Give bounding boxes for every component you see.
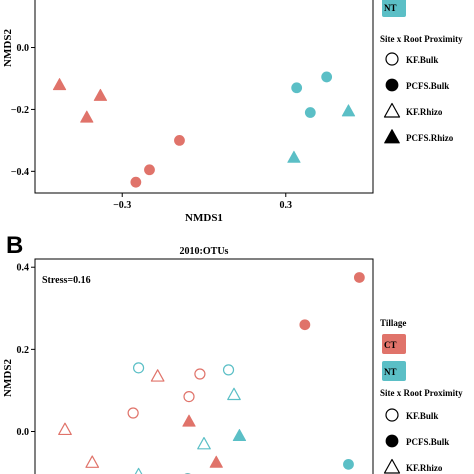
panel-a-legend: NT Site x Root Proximity KF.Bulk PCFS.Bulk K…	[380, 0, 463, 144]
data-point	[291, 82, 303, 94]
data-point	[174, 134, 185, 146]
data-point	[343, 458, 354, 470]
panel-a: −0.3 0.3 0.0 −0.2 −0.4 NMDS1 NMDS2 NT Site x …	[2, 0, 463, 224]
panel-a-points	[52, 71, 356, 188]
legend-label: KF.Rhizo	[406, 107, 443, 117]
data-point	[194, 368, 206, 380]
data-point	[209, 455, 223, 468]
y-tick-label: 0.0	[17, 427, 30, 438]
data-point	[321, 71, 333, 83]
data-point	[93, 88, 108, 101]
data-point	[52, 78, 67, 91]
panel-b-ticks: 0.4 0.2 0.0	[17, 263, 35, 438]
legend-shape-title: Site x Root Proximity	[380, 388, 463, 398]
data-point	[299, 319, 311, 331]
legend-marker-pcfs-bulk	[385, 434, 399, 448]
data-point	[222, 364, 235, 376]
legend-label-ct: CT	[384, 340, 397, 350]
data-point	[182, 414, 196, 427]
data-point	[232, 428, 247, 442]
data-point	[80, 110, 94, 123]
data-point	[85, 455, 100, 468]
data-point	[227, 387, 241, 401]
panel-a-plot-frame	[34, 0, 374, 194]
legend-swatch-ct	[382, 334, 406, 354]
data-point	[197, 436, 211, 450]
panel-a-ylabel: NMDS2	[2, 29, 14, 67]
panel-b: B 2010:OTUs Stress=0.16 0.40.20.0 NMDS2 …	[2, 232, 463, 474]
panel-b-legend: Tillage CT NT Site x Root Proximity KF.Bulk P…	[380, 318, 463, 474]
y-tick-label: −0.2	[11, 105, 29, 116]
data-point	[353, 272, 365, 283]
panel-b-stress: Stress=0.16	[42, 275, 91, 286]
data-point	[127, 407, 139, 419]
y-tick-label: 0.2	[17, 345, 30, 356]
y-tick-label: −0.4	[11, 167, 29, 178]
data-point	[287, 150, 301, 163]
legend-marker-kf-bulk	[385, 52, 399, 66]
x-tick-label: 0.3	[280, 200, 293, 211]
y-tick-label: 0.4	[17, 263, 30, 274]
legend-tillage-title: Tillage	[380, 318, 406, 328]
data-point	[150, 369, 165, 382]
legend-label: KF.Bulk	[406, 411, 438, 421]
panel-b-points	[58, 272, 365, 474]
legend-marker-pcfs-bulk	[385, 78, 399, 92]
legend-label: PCFS.Bulk	[406, 81, 449, 91]
panel-a-ticks: −0.3 0.3 0.0 −0.2 −0.4	[11, 43, 292, 211]
y-tick-label: 0.0	[17, 43, 30, 54]
panel-b-ylabel: NMDS2	[2, 359, 14, 397]
legend-marker-kf-rhizo	[383, 102, 401, 118]
data-point	[144, 164, 155, 176]
data-point	[134, 467, 143, 474]
legend-swatch-nt	[382, 0, 406, 17]
legend-label-nt: NT	[384, 367, 397, 377]
panel-b-letter: B	[6, 232, 23, 259]
data-point	[341, 104, 356, 117]
panel-b-plot-frame	[34, 258, 374, 474]
data-point	[132, 362, 145, 374]
legend-label-nt: NT	[384, 3, 397, 13]
legend-label: KF.Bulk	[406, 55, 438, 65]
legend-marker-pcfs-rhizo	[384, 129, 400, 144]
legend-marker-kf-bulk	[385, 408, 399, 422]
legend-label: PCFS.Rhizo	[406, 133, 454, 143]
x-tick-label: −0.3	[113, 200, 131, 211]
legend-shape-title: Site x Root Proximity	[380, 34, 463, 44]
panel-b-title: 2010:OTUs	[180, 246, 229, 257]
data-point	[183, 390, 195, 403]
legend-label: PCFS.Bulk	[406, 437, 449, 447]
data-point	[58, 422, 72, 436]
data-point	[304, 107, 316, 118]
data-point	[130, 176, 142, 188]
legend-marker-kf-rhizo	[383, 458, 401, 474]
legend-label: KF.Rhizo	[406, 463, 443, 473]
legend-swatch-nt	[382, 361, 406, 381]
panel-a-xlabel: NMDS1	[185, 212, 223, 224]
